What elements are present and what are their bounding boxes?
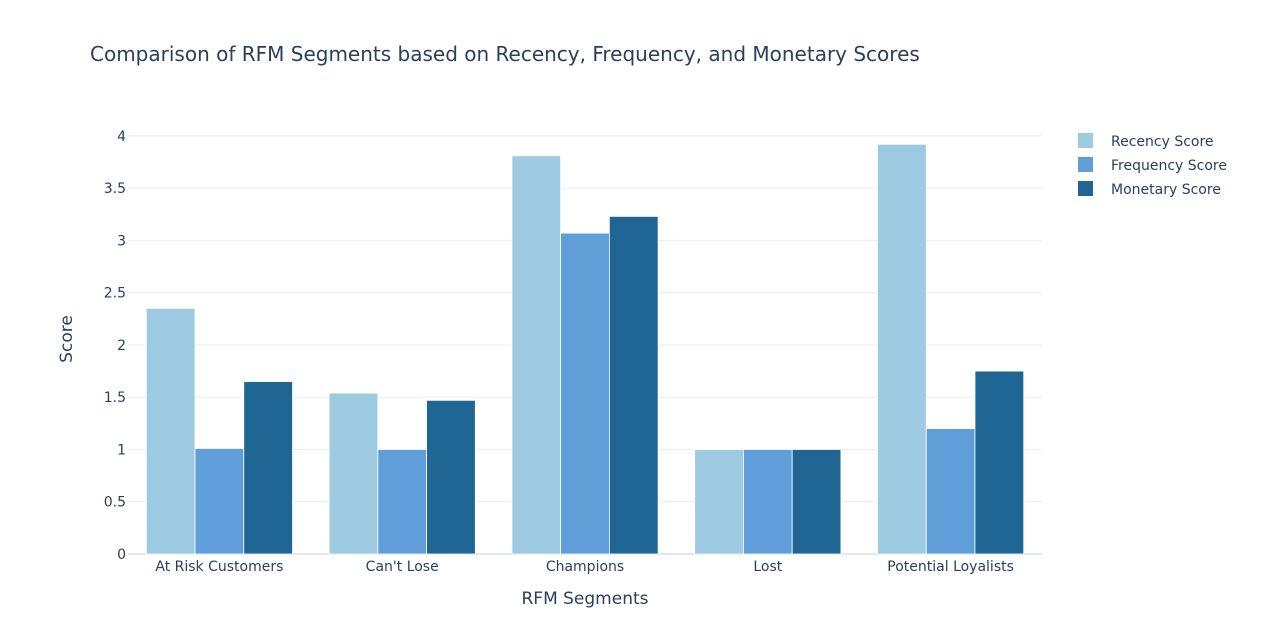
legend-label: Monetary Score	[1111, 182, 1221, 198]
y-tick-label: 3	[117, 233, 126, 249]
bar-monetary-score[interactable]	[791, 449, 842, 555]
x-tick-label: Can't Lose	[366, 559, 439, 575]
x-tick-label: Lost	[753, 559, 782, 575]
y-tick-label: 2.5	[104, 286, 126, 302]
y-tick-label: 0	[117, 547, 126, 563]
legend-item[interactable]: Frequency Score	[1078, 157, 1227, 174]
bar-frequency-score[interactable]	[194, 448, 245, 555]
legend-label: Recency Score	[1111, 134, 1214, 150]
y-tick-label: 1.5	[104, 390, 126, 406]
x-tick-label: Champions	[546, 559, 624, 575]
bar-monetary-score[interactable]	[974, 370, 1025, 555]
y-tick-labels: 0 0.5 1 1.5 2 2.5 3 3.5 4	[104, 129, 126, 563]
x-axis-title: RFM Segments	[521, 589, 648, 609]
legend-item[interactable]: Recency Score	[1078, 133, 1214, 150]
bar-recency-score[interactable]	[328, 392, 379, 555]
chart-title: Comparison of RFM Segments based on Rece…	[90, 42, 920, 66]
bar-monetary-score[interactable]	[426, 399, 476, 555]
y-tick-label: 3.5	[104, 181, 126, 197]
legend-swatch	[1078, 181, 1093, 196]
x-tick-label: At Risk Customers	[155, 559, 283, 575]
bar-recency-score[interactable]	[694, 449, 744, 555]
bar-monetary-score[interactable]	[243, 381, 293, 555]
legend-swatch	[1078, 157, 1093, 172]
bar-frequency-score[interactable]	[560, 232, 610, 555]
bar-recency-score[interactable]	[877, 143, 927, 555]
bar-recency-score[interactable]	[145, 307, 196, 555]
bar-frequency-score[interactable]	[377, 449, 427, 555]
y-tick-label: 4	[117, 129, 126, 145]
y-axis-title: Score	[57, 315, 77, 363]
bar-monetary-score[interactable]	[608, 215, 659, 555]
legend[interactable]: Recency Score Frequency Score Monetary Sco…	[1078, 133, 1227, 198]
legend-item[interactable]: Monetary Score	[1078, 181, 1221, 198]
x-tick-label: Potential Loyalists	[887, 559, 1014, 575]
bar-frequency-score[interactable]	[925, 428, 976, 555]
bar-frequency-score[interactable]	[743, 449, 793, 555]
legend-swatch	[1078, 133, 1093, 148]
x-tick-labels: At Risk Customers Can't Lose Champions Lost…	[155, 559, 1014, 575]
y-tick-label: 0.5	[104, 495, 126, 511]
y-tick-label: 2	[117, 338, 126, 354]
legend-label: Frequency Score	[1111, 158, 1227, 174]
bars	[145, 143, 1025, 555]
y-tick-label: 1	[117, 442, 126, 458]
bar-recency-score[interactable]	[511, 155, 562, 555]
